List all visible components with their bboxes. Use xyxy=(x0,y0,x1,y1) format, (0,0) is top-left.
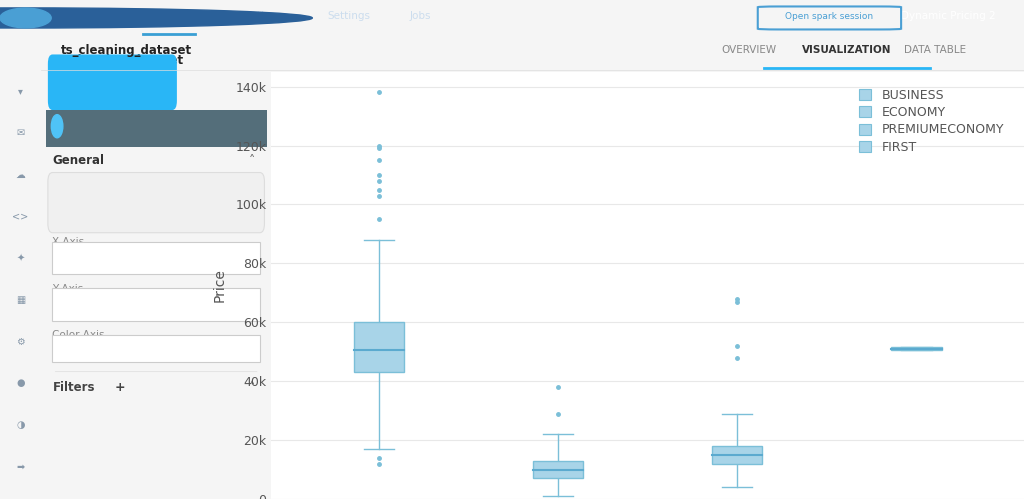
Text: ✉: ✉ xyxy=(16,128,25,138)
Circle shape xyxy=(51,115,62,138)
Text: ●: ● xyxy=(16,378,25,388)
Text: ts_cleaning_dataset: ts_cleaning_dataset xyxy=(52,54,183,67)
Bar xyxy=(713,446,762,464)
Text: ▾: ▾ xyxy=(18,86,23,96)
Legend: BUSINESS, ECONOMY, PREMIUMECONOMY, FIRST: BUSINESS, ECONOMY, PREMIUMECONOMY, FIRST xyxy=(853,82,1011,160)
Bar xyxy=(891,347,942,350)
FancyBboxPatch shape xyxy=(52,242,260,274)
Text: General: General xyxy=(52,154,104,167)
Text: Flow: Flow xyxy=(72,11,95,21)
Bar xyxy=(532,461,583,479)
Text: Dynamic Pricing 2: Dynamic Pricing 2 xyxy=(901,11,995,21)
Text: ◑: ◑ xyxy=(16,420,25,430)
Text: Operations: Operations xyxy=(225,11,283,21)
Text: Settings: Settings xyxy=(328,11,371,21)
FancyBboxPatch shape xyxy=(52,335,260,362)
Text: Y Axis: Y Axis xyxy=(52,283,84,294)
Text: ➕ New Chart: ➕ New Chart xyxy=(75,75,151,85)
Text: Class: Class xyxy=(69,253,98,263)
Text: ✦: ✦ xyxy=(16,253,25,263)
Text: VISUALIZATION: VISUALIZATION xyxy=(802,45,892,55)
Text: Color Axis: Color Axis xyxy=(52,330,105,340)
Ellipse shape xyxy=(0,8,51,28)
Y-axis label: Price: Price xyxy=(213,268,227,302)
Text: Open spark session: Open spark session xyxy=(785,11,873,20)
Text: ≡: ≡ xyxy=(238,119,250,134)
Text: Scatter: Scatter xyxy=(69,120,117,133)
Text: ✕: ✕ xyxy=(234,299,244,309)
Text: Jobs: Jobs xyxy=(410,11,431,21)
Text: Datasets: Datasets xyxy=(143,11,189,21)
Text: DATA TABLE: DATA TABLE xyxy=(904,45,967,55)
Bar xyxy=(354,322,404,372)
Text: ⚙: ⚙ xyxy=(16,336,25,347)
Text: ✕: ✕ xyxy=(234,253,244,263)
Text: Filters: Filters xyxy=(52,381,95,394)
FancyBboxPatch shape xyxy=(45,110,266,147)
Text: ➡: ➡ xyxy=(16,462,25,472)
Circle shape xyxy=(0,8,312,28)
Text: ☁: ☁ xyxy=(15,170,26,180)
Text: X Axis: X Axis xyxy=(52,238,85,248)
Text: ˄: ˄ xyxy=(249,381,255,394)
Text: ts_cleaning_dataset: ts_cleaning_dataset xyxy=(60,44,191,57)
FancyBboxPatch shape xyxy=(48,54,177,110)
Text: Plot type: Plot type xyxy=(52,177,98,187)
Text: ˄: ˄ xyxy=(249,154,255,167)
Text: <>: <> xyxy=(12,212,29,222)
Text: ▦: ▦ xyxy=(15,295,26,305)
Text: Box: Box xyxy=(145,196,167,209)
FancyBboxPatch shape xyxy=(48,173,264,233)
FancyBboxPatch shape xyxy=(52,288,260,321)
Text: +: + xyxy=(115,381,125,394)
Text: Price: Price xyxy=(69,299,96,309)
Text: OVERVIEW: OVERVIEW xyxy=(721,45,776,55)
